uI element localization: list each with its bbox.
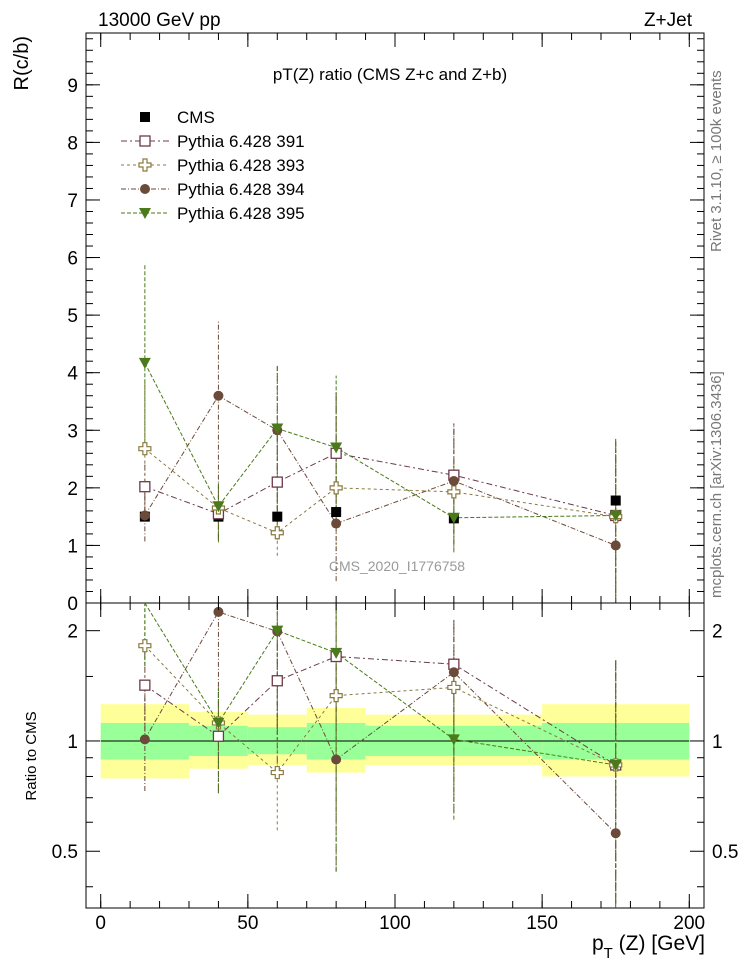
legend-label: CMS [177, 108, 215, 127]
ratio-series-lines [144, 602, 617, 834]
series-line [144, 362, 616, 519]
data-marker [272, 511, 283, 522]
y-tick-label: 6 [67, 249, 78, 270]
data-marker [329, 481, 343, 495]
data-marker [140, 184, 150, 194]
y-tick-label: 0 [67, 594, 78, 615]
data-marker [331, 754, 342, 765]
ratio-y-tick-label: 0.5 [52, 842, 78, 863]
series-line [144, 395, 616, 546]
data-marker [610, 495, 621, 506]
ratio-panel: Ratio to CMS 0.5 0.51 12 2 0 50 100 150 200 pT … [23, 33, 738, 962]
ratio-y-axis-label: Ratio to CMS [23, 711, 40, 800]
ratio-y-ticks: 0.5 0.5 1 1 2 2 [52, 622, 738, 888]
main-y-axis-label: R(c/b) [11, 36, 33, 90]
y-tick-label: 1 [67, 536, 78, 557]
data-marker [139, 734, 150, 745]
data-marker [212, 501, 225, 513]
data-marker [610, 540, 621, 551]
legend-label: Pythia 6.428 395 [177, 204, 305, 223]
data-marker [139, 510, 150, 521]
main-panel: pT(Z) ratio (CMS Z+c and Z+b) R(c/b) CMS… [11, 32, 705, 615]
data-marker [139, 135, 151, 147]
y-tick-label: 9 [67, 76, 78, 97]
data-marker [331, 518, 342, 529]
data-marker [271, 476, 283, 488]
data-marker [213, 606, 224, 617]
data-marker [448, 667, 459, 678]
series-line [144, 452, 616, 516]
data-marker [139, 481, 151, 493]
x-tick-label: 100 [379, 913, 411, 934]
data-marker [448, 475, 459, 486]
energy-label: 13000 GeV pp [98, 10, 221, 31]
x-tick-label: 150 [526, 913, 558, 934]
x-tick-label: 0 [95, 913, 106, 934]
data-marker [212, 730, 225, 742]
data-marker [610, 828, 621, 839]
ratio-y-tick-label-right: 2 [712, 622, 723, 643]
data-marker [270, 526, 284, 540]
data-marker [447, 512, 460, 524]
ratio-series-line [144, 611, 617, 834]
ratio-series-line [144, 602, 616, 766]
main-y-ticks: 0 1 2 3 4 5 6 7 8 9 [67, 38, 704, 615]
x-axis-ticks: 0 50 100 150 200 [95, 33, 705, 934]
data-marker [331, 507, 342, 518]
legend-label: Pythia 6.428 394 [177, 180, 305, 199]
data-marker [139, 208, 151, 219]
data-marker [139, 679, 151, 691]
data-marker [138, 357, 151, 369]
data-marker [271, 625, 284, 637]
main-title: pT(Z) ratio (CMS Z+c and Z+b) [273, 65, 507, 84]
y-tick-label: 7 [67, 191, 78, 212]
ratio-series-line [144, 645, 616, 774]
rivet-label: Rivet 3.1.10, ≥ 100k events [708, 70, 725, 252]
legend-label: Pythia 6.428 391 [177, 132, 305, 151]
x-axis-label: pT (Z) [GeV] [592, 932, 705, 962]
ratio-series-line [144, 656, 616, 766]
data-marker [140, 112, 150, 122]
ratio-y-tick-label: 2 [67, 622, 78, 643]
data-marker [271, 423, 284, 435]
y-tick-label: 5 [67, 306, 78, 327]
data-marker [330, 442, 343, 454]
y-tick-label: 2 [67, 479, 78, 500]
data-marker [447, 485, 461, 499]
ratio-markers [138, 606, 623, 839]
ratio-y-tick-label-right: 0.5 [712, 842, 738, 863]
watermark-label: CMS_2020_I1776758 [329, 558, 465, 574]
data-marker [213, 390, 224, 401]
data-marker [138, 158, 152, 172]
data-marker [270, 765, 284, 780]
ratio-y-tick-label: 1 [67, 732, 78, 753]
data-marker [447, 680, 461, 695]
main-series-lines [144, 362, 616, 546]
data-marker [138, 639, 152, 653]
y-tick-label: 4 [67, 364, 78, 385]
data-marker [329, 688, 343, 703]
x-tick-label: 50 [237, 913, 258, 934]
data-marker [330, 647, 343, 659]
data-marker [447, 734, 460, 746]
mcplots-label: mcplots.cern.ch [arXiv:1306.3436] [708, 371, 725, 598]
data-marker [609, 510, 622, 522]
data-marker [271, 675, 283, 687]
data-marker [212, 717, 225, 729]
series-line [144, 448, 616, 534]
main-error-bars [144, 265, 617, 603]
ratio-y-tick-label-right: 1 [712, 732, 723, 753]
legend: CMS Pythia 6.428 391 Pythia 6.428 393 Pythi… [121, 108, 305, 223]
x-tick-label: 200 [673, 913, 705, 934]
data-marker [138, 442, 152, 456]
main-markers [138, 357, 623, 551]
y-tick-label: 8 [67, 133, 78, 154]
legend-label: Pythia 6.428 393 [177, 156, 305, 175]
y-tick-label: 3 [67, 421, 78, 442]
data-marker [609, 759, 622, 771]
process-label: Z+Jet [644, 10, 693, 31]
